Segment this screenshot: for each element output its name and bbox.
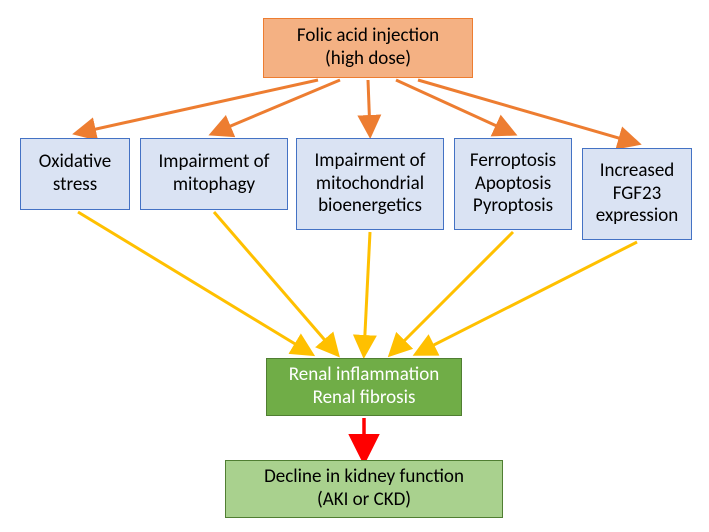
node-folic-acid: Folic acid injection(high dose) <box>263 18 473 78</box>
node-label: IncreasedFGF23expression <box>596 160 678 228</box>
node-renal: Renal inflammationRenal fibrosis <box>266 358 462 416</box>
node-label: Folic acid injection(high dose) <box>297 25 439 71</box>
node-label: Oxidativestress <box>39 151 111 197</box>
node-label: Renal inflammationRenal fibrosis <box>289 364 439 410</box>
node-cell-death: FerroptosisApoptosisPyroptosis <box>454 138 572 230</box>
arrows-mid-to-renal <box>78 212 637 353</box>
node-bioenergetics: Impairment ofmitochondrialbioenergetics <box>296 138 444 230</box>
arrow-layer <box>0 0 709 532</box>
node-mitophagy: Impairment ofmitophagy <box>140 138 288 210</box>
node-label: Impairment ofmitochondrialbioenergetics <box>315 150 426 218</box>
node-label: Impairment ofmitophagy <box>159 151 270 197</box>
node-label: FerroptosisApoptosisPyroptosis <box>470 150 556 218</box>
node-decline: Decline in kidney function(AKI or CKD) <box>225 460 503 518</box>
arrows-top-to-mid <box>78 80 636 143</box>
node-oxidative: Oxidativestress <box>20 138 130 210</box>
node-fgf23: IncreasedFGF23expression <box>582 148 692 240</box>
node-label: Decline in kidney function(AKI or CKD) <box>264 466 464 512</box>
